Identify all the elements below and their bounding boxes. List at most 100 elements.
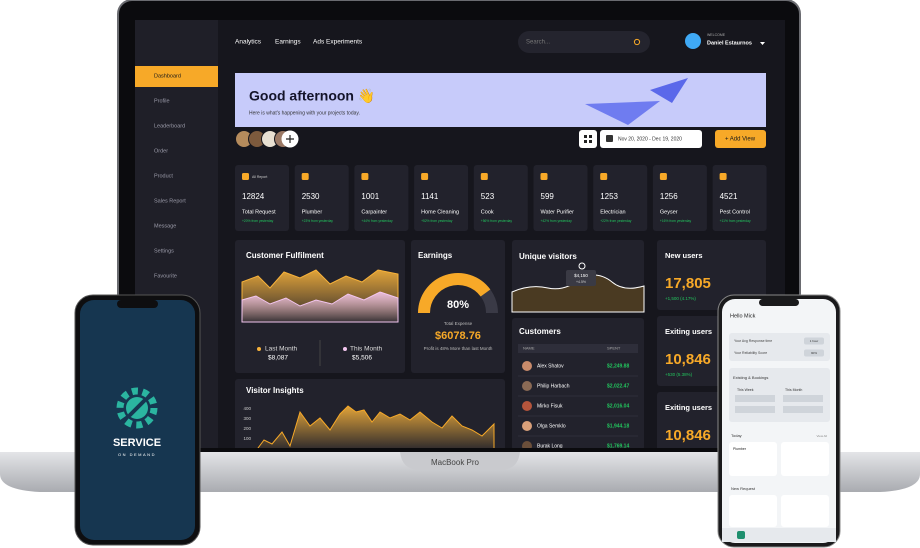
fulfilment-area [241,291,399,323]
customer-spent: $1,944.18 [607,423,629,429]
stat-change: +52% from yesterday [421,219,453,223]
stat-icon [719,173,727,180]
metric-label: Your Reliability Score [734,351,767,355]
phone-notch [759,299,799,306]
legend-label: Last Month [265,346,298,353]
metric-pill [804,349,824,357]
sidebar-item[interactable]: Favourite [154,273,177,279]
logo-gear [116,387,158,429]
card [657,240,766,310]
card-title: Earnings [418,251,453,260]
table-header [518,344,638,353]
customer-spent: $1,769.14 [607,443,629,449]
customer-name: Burak Long [537,443,563,449]
search-box[interactable] [518,31,650,53]
stat-card [473,165,528,231]
stat-label: Carpainter [361,209,387,215]
gauge-fill [418,273,491,314]
period: This Month [785,388,802,392]
laptop-base [0,452,920,492]
gauge-percent: 80% [447,299,469,311]
stat-value: 599 [541,192,555,201]
dropdown[interactable] [760,42,765,45]
period-bar [735,395,775,402]
search-placeholder: Search... [526,40,550,46]
job-card[interactable] [781,495,829,527]
stat-value: 4521 [720,192,738,201]
nav-link[interactable]: Analytics [235,39,262,46]
sidebar-item[interactable]: Profile [154,98,170,104]
sidebar-item[interactable]: Order [154,148,168,154]
job-card[interactable] [781,442,829,476]
stat-label: Home Cleaning [421,209,459,215]
stat-change: +42% from yesterday [541,219,573,223]
tab-bar [722,528,836,542]
stat-label: Total Request [242,209,276,215]
nav-link[interactable]: Earnings [275,39,301,46]
period: This Week [737,388,754,392]
customer-name: Philip Harbach [537,383,570,389]
stat-icon [421,173,429,180]
y-tick-label: 300 [243,416,251,421]
legend-label: This Month [350,346,383,353]
avatar[interactable] [685,33,701,49]
metrics-box [729,333,830,361]
job-card[interactable] [729,495,777,527]
stat-value: 12824 [242,192,265,201]
stat-label: Water Purifier [541,209,575,215]
legend-amount: $8,087 [268,355,288,362]
sidebar-item[interactable]: Sales Report [154,198,186,204]
add-view-button[interactable] [715,130,766,148]
phone-notch [117,300,158,308]
date-picker[interactable] [600,130,702,148]
table-header-cell: NAME [523,346,535,351]
customer-spent: $2,249.88 [607,363,629,369]
user-value: 10,846 [665,427,711,444]
card-title: Customers [519,327,561,336]
view-all[interactable]: View All [817,434,828,438]
earnings-caption: Total Expense [444,321,473,326]
stat-value: 1001 [361,192,379,201]
stat-card [414,165,469,231]
sidebar-item[interactable]: Product [154,173,173,179]
job-title: Plumber [733,447,747,451]
metric-pill [804,337,824,345]
stat-icon [540,173,548,180]
sidebar-item[interactable]: Settings [154,248,174,254]
customer-avatar [522,361,532,371]
stat-tag: All Report [252,175,267,179]
stat-card [354,165,409,231]
user-value: 17,805 [665,275,711,292]
stat-label: Plumber [302,209,323,215]
card [411,240,505,373]
sidebar-item[interactable]: Dashboard [154,73,181,79]
tab-icon[interactable] [737,531,745,539]
y-tick-label: 100 [243,436,251,441]
grid-button[interactable] [579,130,597,148]
earnings-amount: $6078.76 [435,330,481,342]
nav-link[interactable]: Ads Experiments [313,39,363,46]
tooltip-marker [578,262,586,270]
card-title: Unique visitors [519,252,577,261]
stat-label: Pest Control [720,209,750,215]
screen: Search... WELCOME Daniel Estaurnos Good … [135,20,785,449]
job-card[interactable] [729,442,777,476]
section-title: Today [731,433,742,438]
y-tick-label: 200 [243,426,251,431]
calendar-icon [606,135,613,142]
section-title: Existing & Bookings [733,375,768,380]
insights-area [257,405,495,448]
add-view-label: + Add View [725,137,756,143]
y-tick-label: 400 [243,406,251,411]
metric-value: 90% [811,351,817,355]
sidebar-item[interactable]: Leaderboard [154,123,185,129]
stat-label: Electrician [600,209,625,215]
stat-value: 1253 [600,192,618,201]
sidebar-item[interactable]: Message [154,223,176,229]
card-title: Customer Fulfilment [246,251,324,260]
card-title: Exiting users [665,327,712,336]
stat-icon [659,173,667,180]
legend-amount: $5,506 [352,355,372,362]
plus-icon [286,135,294,143]
